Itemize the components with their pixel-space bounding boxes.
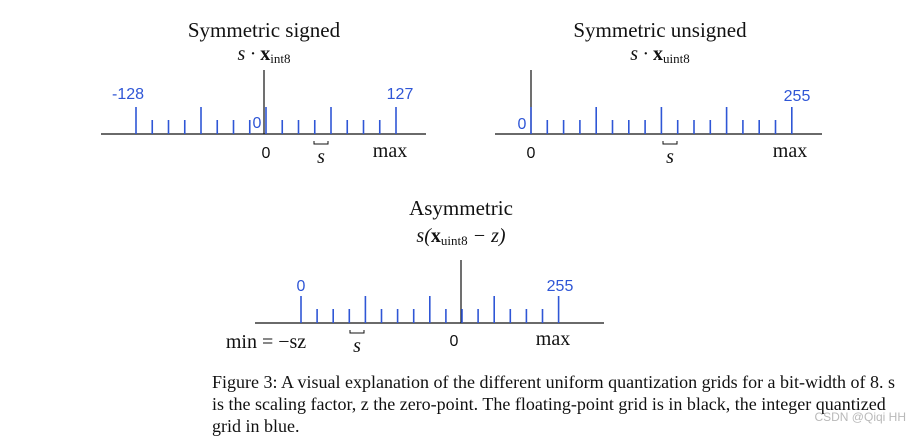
formula: s · xint8 bbox=[237, 43, 290, 66]
panel-symmetric-signed: Symmetric signed s · xint8 -128 127 0 0 … bbox=[101, 18, 426, 168]
panel-title: Symmetric unsigned bbox=[573, 18, 747, 42]
scale-label: s bbox=[666, 146, 674, 168]
watermark: CSDN @Qiqi HH bbox=[814, 410, 906, 424]
formula: s · xuint8 bbox=[630, 43, 690, 66]
figure-caption: Figure 3: A visual explanation of the di… bbox=[212, 371, 902, 437]
formula-subscript: int8 bbox=[270, 51, 290, 66]
min-label: min = −sz bbox=[226, 331, 306, 353]
float-zero-label: 0 bbox=[262, 145, 271, 162]
float-zero-label: 0 bbox=[450, 333, 459, 350]
panel-asymmetric: Asymmetric s(xuint8 − z) 0 255 min = −sz… bbox=[226, 196, 604, 357]
formula-bold: x bbox=[260, 43, 270, 65]
formula-suffix: − z) bbox=[468, 225, 506, 247]
scale-bracket bbox=[349, 330, 365, 334]
caption-text: A visual explanation of the different un… bbox=[212, 372, 896, 436]
panel-title: Asymmetric bbox=[409, 196, 513, 220]
formula-subscript: uint8 bbox=[663, 51, 690, 66]
integer-min-label: -128 bbox=[112, 86, 144, 103]
integer-min-label: 0 bbox=[518, 116, 527, 133]
integer-min-label: 0 bbox=[297, 278, 306, 295]
scale-bracket bbox=[313, 141, 329, 145]
formula-subscript: uint8 bbox=[441, 233, 468, 248]
scale-label: s bbox=[317, 146, 325, 168]
float-zero-label: 0 bbox=[527, 145, 536, 162]
integer-max-label: 127 bbox=[387, 86, 414, 103]
panel-symmetric-unsigned: Symmetric unsigned s · xuint8 0 255 0 s … bbox=[495, 18, 822, 168]
scale-bracket bbox=[662, 141, 678, 145]
panel-title: Symmetric signed bbox=[188, 18, 341, 42]
integer-max-label: 255 bbox=[547, 278, 574, 295]
integer-grid-unsigned bbox=[530, 107, 793, 134]
formula-prefix: s · bbox=[237, 43, 260, 65]
max-label: max bbox=[373, 140, 407, 162]
formula-bold: x bbox=[431, 225, 441, 247]
formula: s(xuint8 − z) bbox=[416, 225, 505, 248]
formula-prefix: s( bbox=[416, 225, 432, 247]
max-label: max bbox=[773, 140, 807, 162]
integer-grid-signed bbox=[135, 107, 397, 134]
caption-label: Figure 3: bbox=[212, 372, 278, 392]
formula-bold: x bbox=[653, 43, 663, 65]
integer-max-label: 255 bbox=[784, 88, 811, 105]
max-label: max bbox=[536, 328, 570, 350]
formula-prefix: s · bbox=[630, 43, 653, 65]
integer-grid-asymmetric bbox=[300, 296, 560, 323]
scale-label: s bbox=[353, 335, 361, 357]
integer-center-label: 0 bbox=[253, 115, 262, 132]
